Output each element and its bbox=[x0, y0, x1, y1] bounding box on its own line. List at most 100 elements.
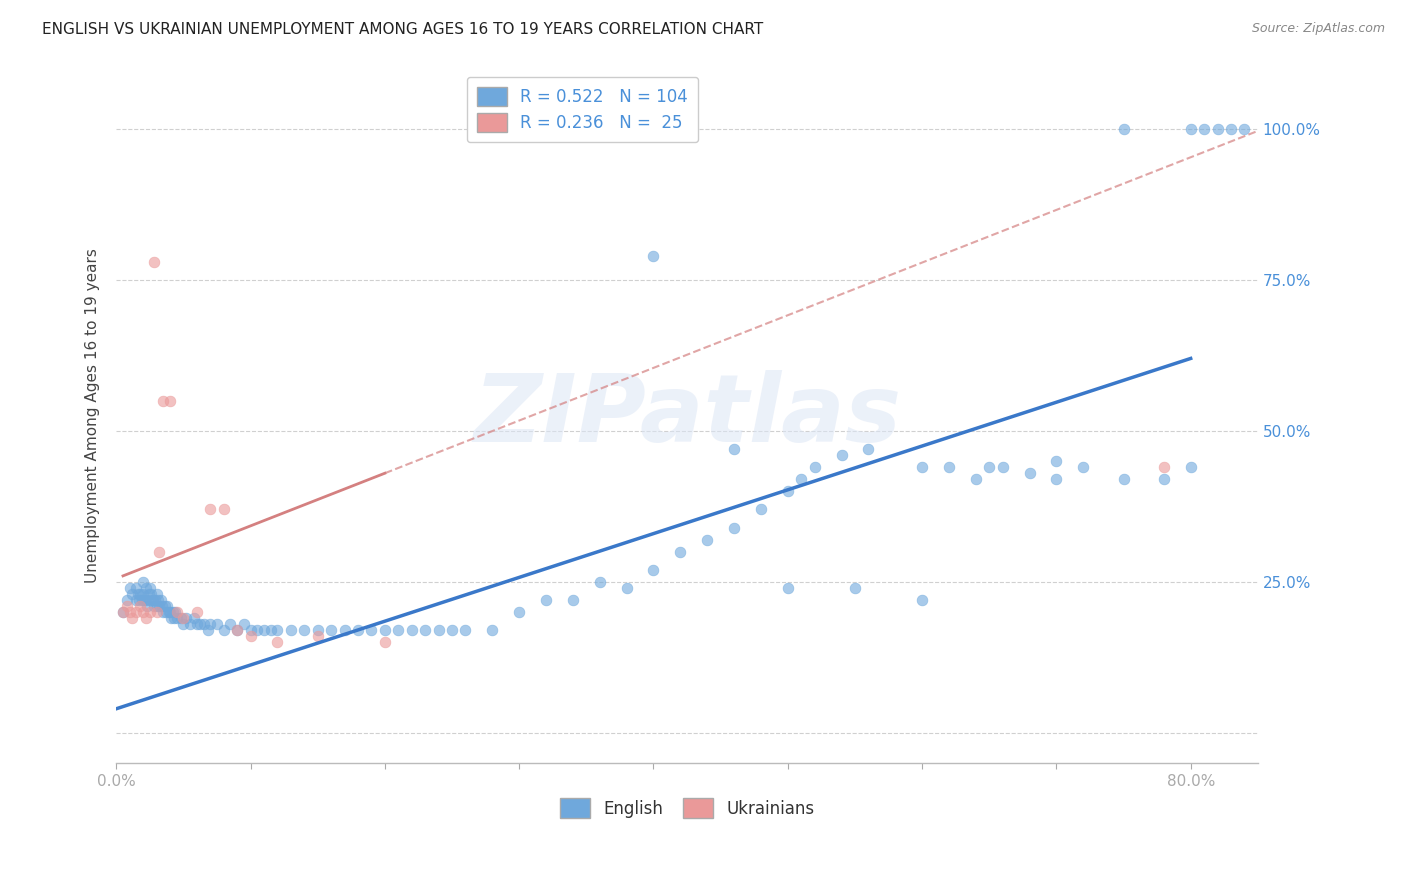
Point bbox=[115, 599, 138, 613]
Point bbox=[205, 617, 228, 632]
Point bbox=[669, 545, 692, 559]
Point bbox=[246, 624, 269, 638]
Point bbox=[307, 629, 329, 643]
Point bbox=[143, 593, 166, 607]
Point bbox=[135, 581, 157, 595]
Point bbox=[212, 624, 235, 638]
Point bbox=[129, 587, 152, 601]
Point bbox=[132, 574, 155, 589]
Point bbox=[1153, 460, 1175, 475]
Point bbox=[121, 587, 143, 601]
Point bbox=[132, 587, 155, 601]
Point bbox=[186, 605, 208, 619]
Point bbox=[111, 605, 134, 619]
Point bbox=[188, 617, 211, 632]
Point bbox=[141, 587, 163, 601]
Point bbox=[172, 617, 194, 632]
Point bbox=[166, 605, 188, 619]
Text: ZIPatlas: ZIPatlas bbox=[472, 370, 901, 462]
Point bbox=[193, 617, 215, 632]
Point bbox=[374, 624, 396, 638]
Point bbox=[454, 624, 477, 638]
Point bbox=[589, 574, 612, 589]
Point bbox=[135, 593, 157, 607]
Point bbox=[128, 593, 150, 607]
Point bbox=[145, 587, 167, 601]
Point bbox=[148, 545, 170, 559]
Point bbox=[136, 599, 159, 613]
Point bbox=[239, 624, 262, 638]
Point bbox=[1045, 454, 1067, 468]
Point bbox=[172, 611, 194, 625]
Point bbox=[858, 442, 880, 456]
Point bbox=[534, 593, 557, 607]
Point bbox=[360, 624, 382, 638]
Point bbox=[333, 624, 356, 638]
Point bbox=[790, 472, 813, 486]
Point bbox=[1045, 472, 1067, 486]
Point bbox=[696, 533, 718, 547]
Point bbox=[149, 593, 172, 607]
Point bbox=[723, 442, 745, 456]
Point bbox=[1018, 466, 1040, 480]
Point bbox=[170, 611, 193, 625]
Point bbox=[965, 472, 987, 486]
Point bbox=[723, 520, 745, 534]
Point bbox=[146, 593, 169, 607]
Y-axis label: Unemployment Among Ages 16 to 19 years: Unemployment Among Ages 16 to 19 years bbox=[86, 248, 100, 583]
Point bbox=[266, 635, 288, 649]
Point bbox=[162, 605, 184, 619]
Point bbox=[156, 599, 179, 613]
Point bbox=[307, 624, 329, 638]
Point bbox=[138, 587, 160, 601]
Point bbox=[159, 393, 181, 408]
Point bbox=[125, 605, 148, 619]
Point bbox=[179, 617, 201, 632]
Point bbox=[226, 624, 249, 638]
Point bbox=[226, 624, 249, 638]
Point bbox=[118, 605, 141, 619]
Point bbox=[321, 624, 343, 638]
Point bbox=[212, 502, 235, 516]
Point bbox=[374, 635, 396, 649]
Point bbox=[153, 599, 176, 613]
Point bbox=[232, 617, 254, 632]
Point bbox=[616, 581, 638, 595]
Point bbox=[148, 599, 170, 613]
Point bbox=[165, 605, 187, 619]
Point bbox=[155, 605, 177, 619]
Point bbox=[1233, 122, 1256, 136]
Point bbox=[174, 611, 197, 625]
Point bbox=[1180, 460, 1202, 475]
Point bbox=[347, 624, 370, 638]
Point bbox=[831, 448, 853, 462]
Point bbox=[145, 605, 167, 619]
Point bbox=[643, 563, 665, 577]
Point bbox=[1112, 472, 1135, 486]
Point bbox=[401, 624, 423, 638]
Point bbox=[979, 460, 1001, 475]
Point bbox=[157, 605, 180, 619]
Point bbox=[643, 249, 665, 263]
Point bbox=[1071, 460, 1094, 475]
Point bbox=[239, 629, 262, 643]
Point bbox=[1180, 122, 1202, 136]
Point bbox=[200, 617, 222, 632]
Point bbox=[413, 624, 436, 638]
Point bbox=[911, 593, 934, 607]
Point bbox=[131, 593, 153, 607]
Point bbox=[427, 624, 450, 638]
Point bbox=[139, 581, 162, 595]
Point bbox=[139, 593, 162, 607]
Point bbox=[152, 393, 174, 408]
Text: Source: ZipAtlas.com: Source: ZipAtlas.com bbox=[1251, 22, 1385, 36]
Point bbox=[160, 611, 183, 625]
Point bbox=[440, 624, 463, 638]
Point bbox=[139, 605, 162, 619]
Point bbox=[776, 581, 799, 595]
Point bbox=[561, 593, 583, 607]
Point bbox=[142, 255, 165, 269]
Point bbox=[253, 624, 276, 638]
Point bbox=[200, 502, 222, 516]
Point bbox=[186, 617, 208, 632]
